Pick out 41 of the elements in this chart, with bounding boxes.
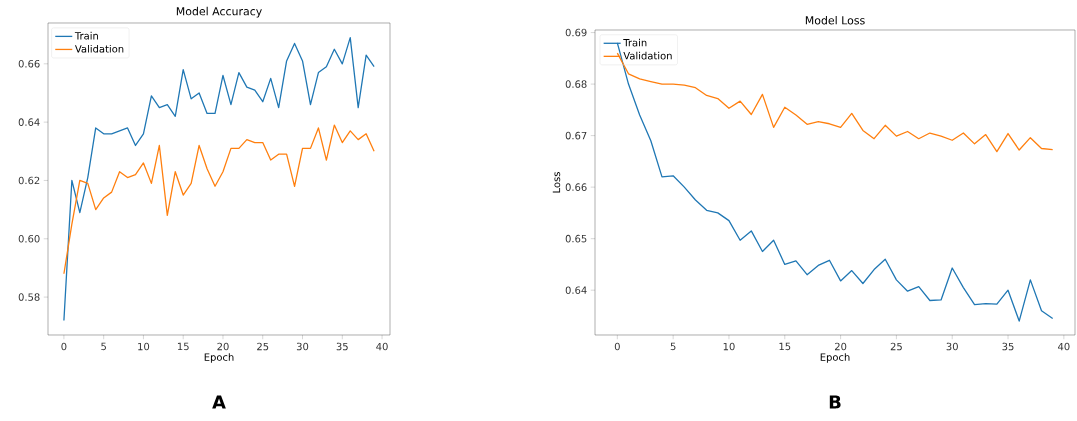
x-tick-label: 0: [61, 342, 67, 351]
text: A: [212, 395, 226, 409]
x-tick-label: 20: [217, 342, 229, 351]
x-tick-label: 15: [177, 342, 189, 351]
x-tick-label: 5: [101, 342, 106, 351]
x-tick-label: 35: [1002, 342, 1014, 351]
x-tick-label: 0: [614, 342, 620, 351]
y-tick-label: 0.58: [18, 293, 40, 301]
legend-label: Validation: [623, 51, 672, 60]
x-tick-label: 35: [336, 342, 348, 351]
legend-label: Train: [623, 38, 647, 47]
y-axis-title: Loss: [552, 172, 561, 193]
x-tick-label: 5: [670, 342, 676, 351]
line-series: [63, 124, 375, 275]
y-tick-label: 0.66: [565, 183, 587, 191]
x-tick-label: 10: [138, 342, 150, 351]
y-tick-label: 0.67: [565, 131, 587, 140]
x-tick-label: 30: [296, 342, 309, 351]
y-tick-label: 0.64: [18, 118, 40, 126]
x-axis-title: Epoch: [820, 353, 850, 363]
x-tick-label: 30: [946, 342, 958, 351]
x-axis-title: Epoch: [204, 353, 234, 363]
x-tick-label: 25: [257, 342, 269, 351]
y-tick-label: 0.66: [18, 60, 40, 68]
y-tick-label: 0.64: [565, 286, 587, 294]
x-tick-label: 40: [376, 342, 388, 351]
text: B: [829, 395, 841, 409]
x-tick-label: 25: [890, 342, 902, 351]
y-tick-label: 0.68: [565, 80, 587, 88]
x-tick-label: 40: [1057, 342, 1070, 351]
legend-label: Validation: [74, 44, 124, 53]
chart-title: Model Accuracy: [176, 6, 262, 18]
x-tick-label: 15: [779, 342, 791, 351]
x-tick-label: 10: [723, 342, 735, 351]
chart-title: Model Loss: [805, 16, 865, 25]
y-tick-label: 0.69: [565, 28, 587, 37]
y-tick-label: 0.62: [18, 176, 40, 185]
y-tick-label: 0.60: [18, 234, 40, 243]
legend-label: Train: [74, 31, 98, 40]
x-tick-label: 20: [834, 342, 847, 351]
y-tick-label: 0.65: [565, 234, 587, 243]
